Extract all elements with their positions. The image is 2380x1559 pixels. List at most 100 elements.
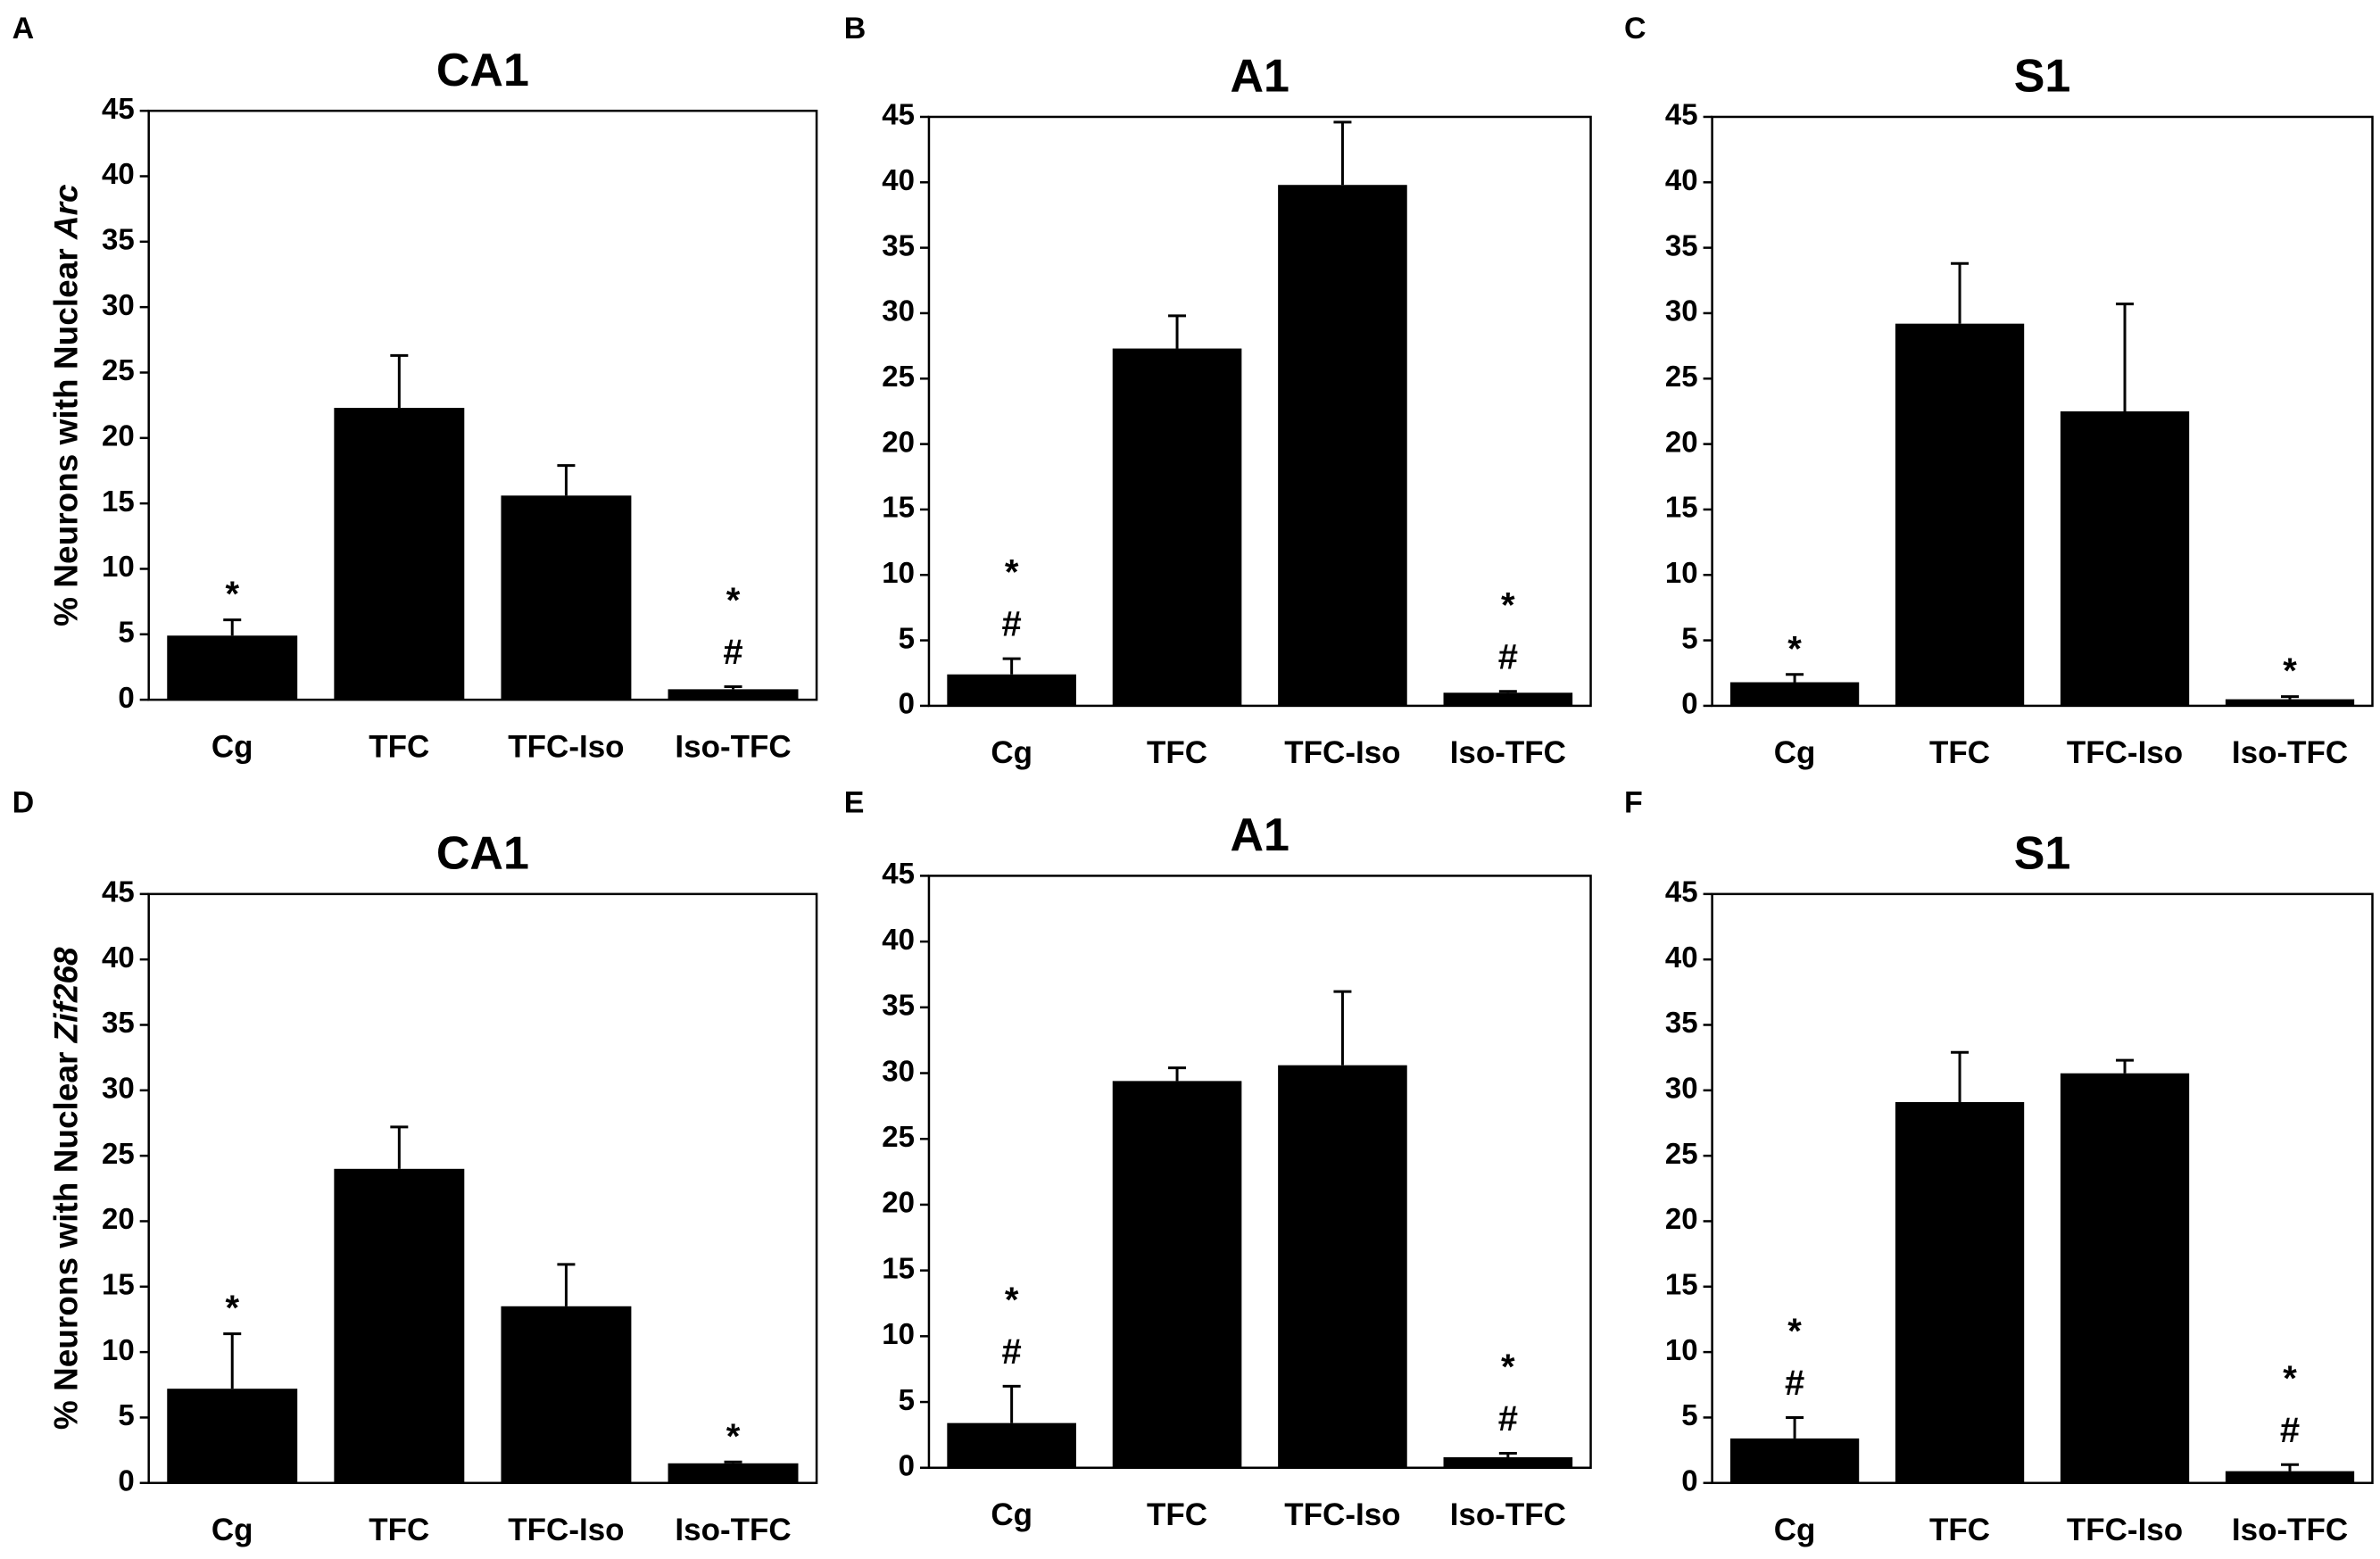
y-tick-label: 0 xyxy=(1681,1464,1697,1497)
panel-letter: C xyxy=(1624,12,1646,46)
y-label-text: % Neurons with Nuclear xyxy=(47,248,84,626)
y-label-gap xyxy=(47,1042,84,1051)
chart-title: S1 xyxy=(2014,51,2071,103)
bar xyxy=(2225,699,2355,706)
y-tick-label: 15 xyxy=(882,1251,915,1284)
bar xyxy=(167,635,298,701)
y-tick-label: 20 xyxy=(1665,425,1698,458)
y-tick-label: 5 xyxy=(118,616,134,649)
bar xyxy=(1443,692,1573,706)
bar xyxy=(501,495,632,701)
x-tick-label: Iso-TFC xyxy=(2232,735,2348,770)
significance-marker: * xyxy=(726,1417,741,1456)
y-tick-label: 5 xyxy=(899,621,915,654)
error-bar xyxy=(1168,314,1187,349)
y-tick-label: 25 xyxy=(1665,360,1698,393)
y-tick-label: 0 xyxy=(899,687,915,720)
significance-marker: * xyxy=(726,581,741,620)
y-tick-label: 0 xyxy=(118,681,134,714)
y-tick-label: 30 xyxy=(882,294,915,328)
y-tick-label: 20 xyxy=(1665,1202,1698,1235)
bar xyxy=(947,674,1076,706)
panel-letter: A xyxy=(12,12,35,46)
y-tick-label: 25 xyxy=(102,1137,135,1170)
plot-frame xyxy=(927,875,1592,1470)
significance-marker: # xyxy=(1002,1332,1022,1372)
significance-marker: * xyxy=(1787,1312,1802,1351)
bar xyxy=(1895,323,2025,706)
error-bar xyxy=(2281,1463,2300,1472)
y-tick-label: 35 xyxy=(882,989,915,1022)
y-tick-label: 45 xyxy=(882,857,915,890)
x-tick-label: TFC xyxy=(1929,735,1990,770)
bar xyxy=(1112,348,1242,706)
error-bar xyxy=(1333,990,1352,1066)
x-tick-label: TFC-Iso xyxy=(2067,1513,2183,1547)
y-tick-label: 15 xyxy=(882,491,915,524)
y-tick-label: 45 xyxy=(102,92,135,125)
error-bar xyxy=(1951,1050,1970,1103)
x-tick-label: Cg xyxy=(991,1497,1032,1532)
bar xyxy=(2060,1073,2190,1483)
y-tick-label: 35 xyxy=(1665,228,1698,261)
x-tick-label: Iso-TFC xyxy=(1450,735,1566,770)
y-tick-label: 5 xyxy=(1681,621,1697,654)
bar xyxy=(668,1463,799,1483)
x-tick-label: Cg xyxy=(991,735,1032,770)
panel-letter: F xyxy=(1624,785,1643,819)
significance-marker: * xyxy=(2283,651,2297,691)
y-tick-label: 40 xyxy=(1665,941,1698,974)
plot-frame xyxy=(147,109,818,701)
x-tick-label: TFC xyxy=(1147,1497,1207,1532)
x-tick-label: TFC xyxy=(1147,735,1207,770)
y-tick-label: 35 xyxy=(102,1006,135,1039)
bar xyxy=(2225,1471,2355,1483)
y-axis-label: % Neurons with Nuclear Zif268 xyxy=(47,947,84,1430)
significance-marker: # xyxy=(2280,1411,2300,1450)
y-tick-label: 40 xyxy=(882,923,915,956)
significance-marker: * xyxy=(1501,1348,1515,1387)
y-tick-label: 30 xyxy=(1665,1072,1698,1105)
significance-marker: * xyxy=(1005,553,1019,593)
x-tick-label: TFC-Iso xyxy=(508,729,624,764)
x-tick-label: Iso-TFC xyxy=(675,729,791,764)
chart-title: S1 xyxy=(2014,828,2071,880)
error-bar xyxy=(2116,303,2135,411)
y-tick-label: 0 xyxy=(1681,687,1697,720)
plot-frame xyxy=(927,115,1592,708)
plot-frame xyxy=(1711,892,2374,1485)
x-tick-label: TFC xyxy=(369,729,429,764)
error-bar xyxy=(390,353,409,409)
bar xyxy=(1443,1456,1573,1468)
significance-marker: * xyxy=(1787,629,1802,668)
error-bar xyxy=(1002,657,1021,675)
x-tick-label: Iso-TFC xyxy=(2232,1513,2348,1547)
y-tick-label: 15 xyxy=(102,1268,135,1301)
bar xyxy=(167,1389,298,1483)
x-tick-label: TFC-Iso xyxy=(1284,735,1400,770)
bar xyxy=(1278,185,1407,706)
x-tick-label: Iso-TFC xyxy=(1450,1497,1566,1532)
error-bar xyxy=(1498,1452,1517,1457)
x-tick-label: Cg xyxy=(1774,1513,1816,1547)
error-bar xyxy=(557,464,576,496)
y-tick-label: 45 xyxy=(102,875,135,908)
error-bar xyxy=(557,1263,576,1306)
significance-marker: # xyxy=(1498,637,1518,676)
y-tick-label: 40 xyxy=(102,157,135,190)
x-tick-label: Cg xyxy=(1774,735,1816,770)
y-tick-label: 35 xyxy=(102,223,135,256)
bar xyxy=(1112,1081,1242,1468)
x-tick-label: Iso-TFC xyxy=(675,1513,791,1547)
y-tick-label: 25 xyxy=(102,353,135,386)
y-tick-label: 25 xyxy=(882,1120,915,1153)
x-tick-label: TFC-Iso xyxy=(2067,735,2183,770)
y-tick-label: 0 xyxy=(899,1448,915,1481)
bar xyxy=(501,1306,632,1483)
error-bar xyxy=(223,1332,242,1389)
y-tick-label: 5 xyxy=(118,1398,134,1431)
y-tick-label: 40 xyxy=(882,163,915,196)
y-axis-label: % Neurons with Nuclear Arc xyxy=(47,184,84,626)
error-bar xyxy=(1002,1384,1021,1423)
error-bar xyxy=(724,1460,742,1464)
